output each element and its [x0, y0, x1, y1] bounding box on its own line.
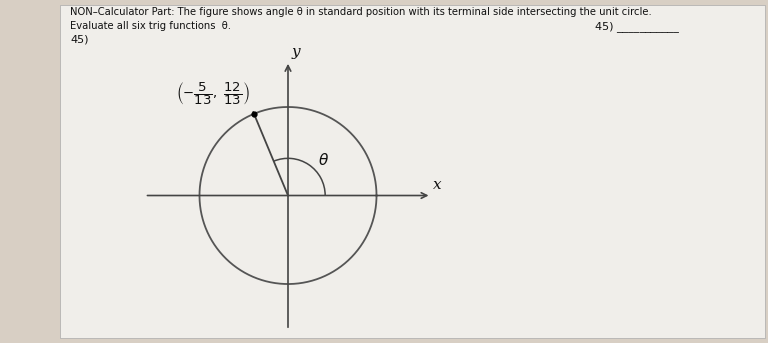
Text: 45) ___________: 45) ___________	[595, 21, 679, 32]
Text: NON–Calculator Part: The figure shows angle θ in standard position with its term: NON–Calculator Part: The figure shows an…	[70, 7, 652, 17]
Text: y: y	[292, 45, 300, 59]
Text: $\left(-\dfrac{5}{13},\ \dfrac{12}{13}\right)$: $\left(-\dfrac{5}{13},\ \dfrac{12}{13}\r…	[176, 80, 250, 107]
Text: $\theta$: $\theta$	[318, 152, 329, 168]
Text: Evaluate all six trig functions  θ.: Evaluate all six trig functions θ.	[70, 21, 231, 31]
Text: 45): 45)	[70, 35, 88, 45]
Text: x: x	[433, 178, 442, 192]
FancyBboxPatch shape	[60, 5, 765, 338]
